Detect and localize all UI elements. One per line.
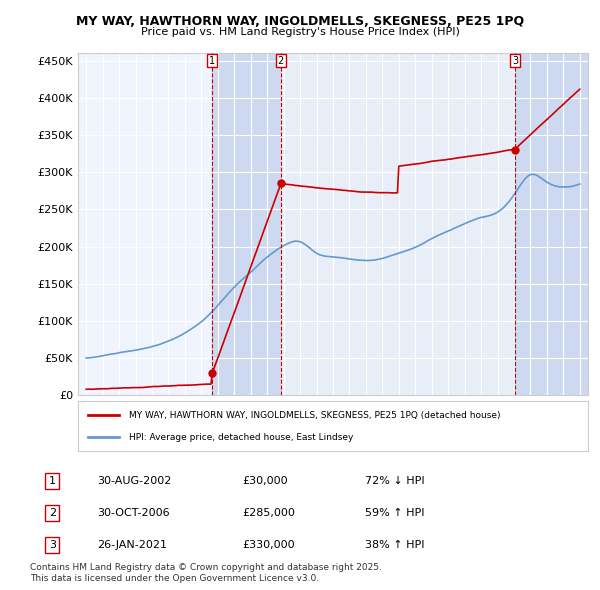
- Text: Contains HM Land Registry data © Crown copyright and database right 2025.
This d: Contains HM Land Registry data © Crown c…: [30, 563, 382, 583]
- Text: 30-OCT-2006: 30-OCT-2006: [97, 508, 170, 518]
- Text: 2: 2: [278, 55, 284, 65]
- Text: MY WAY, HAWTHORN WAY, INGOLDMELLS, SKEGNESS, PE25 1PQ: MY WAY, HAWTHORN WAY, INGOLDMELLS, SKEGN…: [76, 15, 524, 28]
- Text: Price paid vs. HM Land Registry's House Price Index (HPI): Price paid vs. HM Land Registry's House …: [140, 27, 460, 37]
- Text: £30,000: £30,000: [242, 476, 287, 486]
- Text: 38% ↑ HPI: 38% ↑ HPI: [365, 540, 424, 550]
- Bar: [515, 53, 588, 395]
- Text: 3: 3: [49, 540, 56, 550]
- Bar: [281, 53, 515, 395]
- Text: 72% ↓ HPI: 72% ↓ HPI: [365, 476, 424, 486]
- Bar: [212, 53, 281, 395]
- Text: MY WAY, HAWTHORN WAY, INGOLDMELLS, SKEGNESS, PE25 1PQ (detached house): MY WAY, HAWTHORN WAY, INGOLDMELLS, SKEGN…: [129, 411, 500, 419]
- Text: 26-JAN-2021: 26-JAN-2021: [97, 540, 167, 550]
- Text: £285,000: £285,000: [242, 508, 295, 518]
- Text: 1: 1: [49, 476, 56, 486]
- Text: HPI: Average price, detached house, East Lindsey: HPI: Average price, detached house, East…: [129, 433, 353, 442]
- Text: 3: 3: [512, 55, 518, 65]
- Text: 2: 2: [49, 508, 56, 518]
- Text: 30-AUG-2002: 30-AUG-2002: [97, 476, 172, 486]
- Text: 1: 1: [209, 55, 215, 65]
- Text: £330,000: £330,000: [242, 540, 295, 550]
- Text: 59% ↑ HPI: 59% ↑ HPI: [365, 508, 424, 518]
